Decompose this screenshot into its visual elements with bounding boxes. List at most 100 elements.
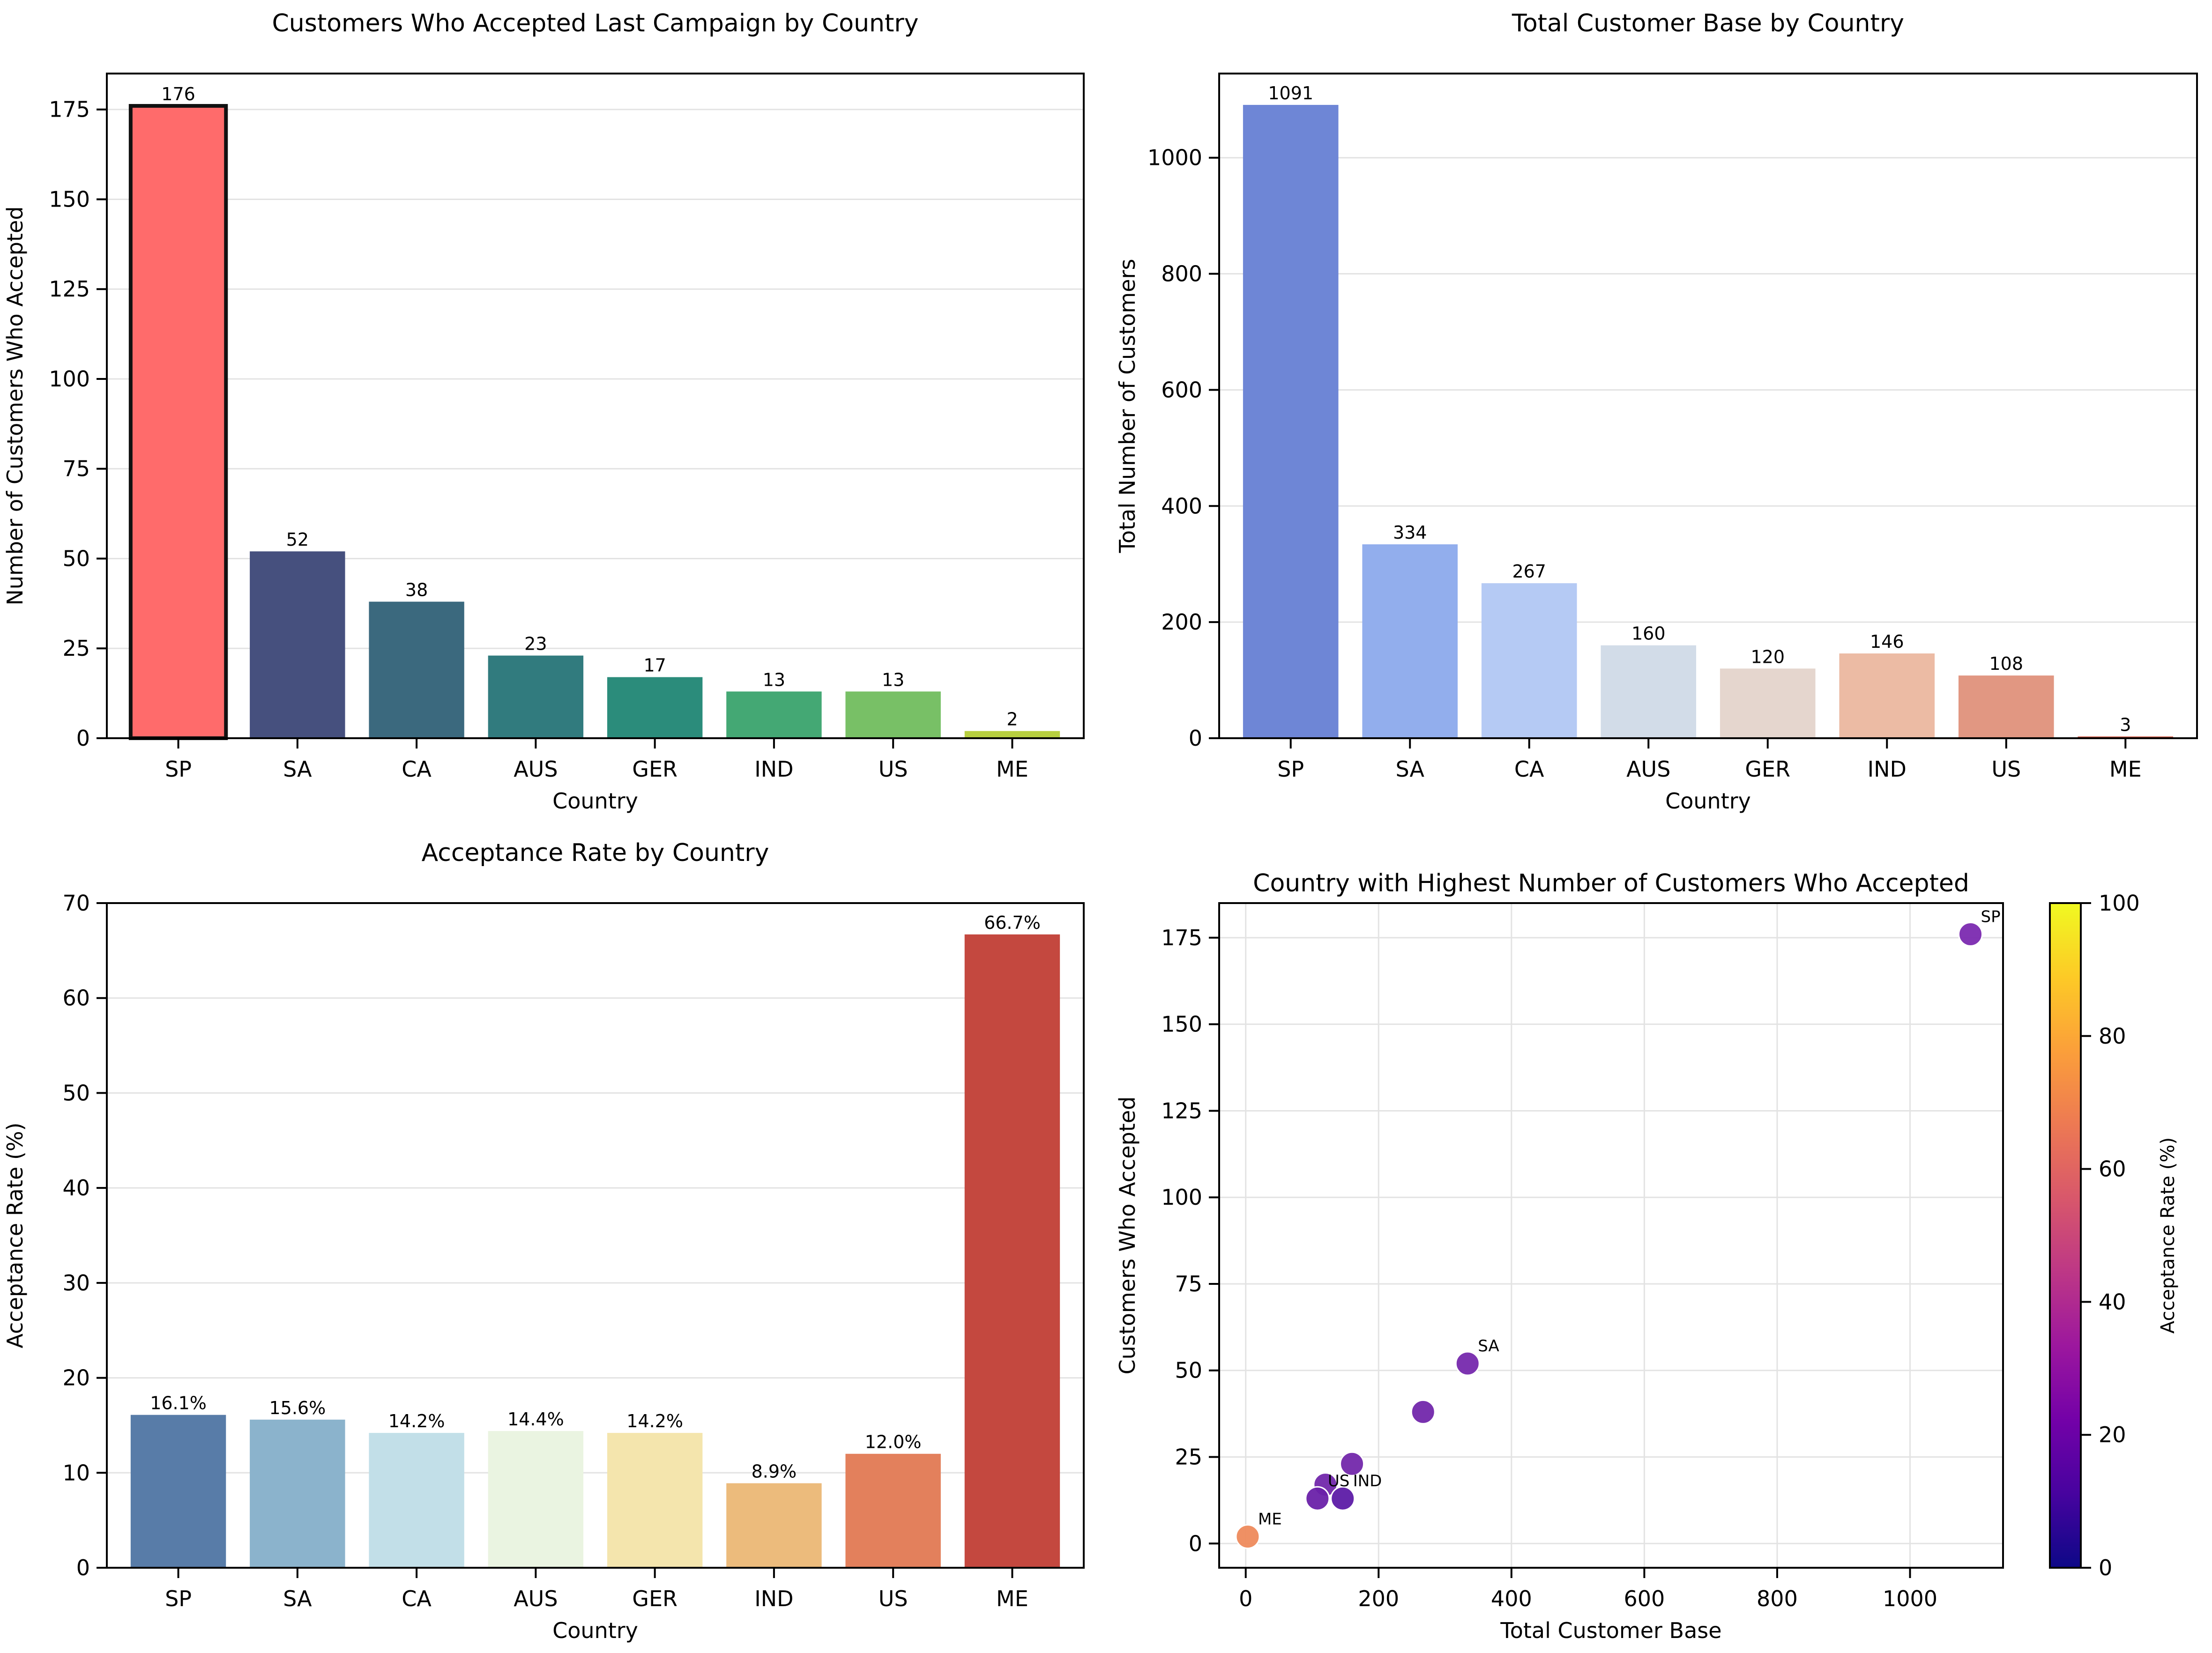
bar-value-label: 2 xyxy=(1006,709,1018,730)
x-tick-label: AUS xyxy=(514,1586,558,1611)
bar-ger xyxy=(1720,668,1816,738)
x-axis-label: Country xyxy=(552,1618,638,1643)
bar-ind xyxy=(726,691,822,738)
y-axis-label: Number of Customers Who Accepted xyxy=(2,206,28,605)
y-axis-label: Total Number of Customers xyxy=(1115,259,1140,554)
bar-value-label: 1091 xyxy=(1268,83,1313,104)
x-tick-label: GER xyxy=(1745,756,1790,782)
bar-value-label: 14.2% xyxy=(388,1411,445,1431)
y-tick-label: 50 xyxy=(62,546,90,571)
bar-ca xyxy=(1481,583,1577,738)
y-tick-label: 30 xyxy=(62,1270,90,1296)
y-tick-label: 10 xyxy=(62,1460,90,1485)
bar-sp xyxy=(130,1415,226,1568)
x-tick-label: IND xyxy=(754,1586,793,1611)
y-tick-label: 50 xyxy=(1175,1358,1202,1383)
y-tick-label: 0 xyxy=(76,1555,90,1580)
y-tick-label: 0 xyxy=(1189,1531,1202,1556)
point xyxy=(1410,1399,1436,1424)
y-tick-label: 1000 xyxy=(1147,145,1202,170)
y-tick-label: 100 xyxy=(49,366,90,392)
bar-sa xyxy=(250,1419,345,1568)
x-tick-label: ME xyxy=(996,1586,1028,1611)
y-tick-label: 75 xyxy=(1175,1271,1202,1297)
plot-frame xyxy=(106,902,1085,1569)
x-tick-label: GER xyxy=(632,1586,678,1611)
x-tick-label: SA xyxy=(283,1586,312,1611)
colorbar-tick-label: 60 xyxy=(2099,1156,2126,1182)
bar-value-label: 15.6% xyxy=(269,1398,326,1418)
bar-ind xyxy=(726,1483,822,1568)
bar-value-label: 3 xyxy=(2120,714,2131,735)
colorbar-tick-label: 100 xyxy=(2099,890,2140,916)
bar-aus xyxy=(1601,645,1697,738)
bar-value-label: 8.9% xyxy=(752,1461,797,1482)
y-tick-label: 600 xyxy=(1161,377,1202,402)
x-axis-label: Country xyxy=(552,788,638,814)
bar-ca xyxy=(369,601,464,738)
bar-value-label: 23 xyxy=(524,634,547,654)
accepted-by-country-chart: 176 SP 52 SA 38 CA 23 AUS 17 GER 13 IND 13 US 2 ME 0 25 50… xyxy=(2,9,1085,814)
bar-value-label: 16.1% xyxy=(150,1393,207,1414)
x-tick-label: SP xyxy=(165,1586,192,1611)
bar-sa xyxy=(1362,544,1458,738)
bar-ger xyxy=(607,677,703,738)
y-tick-label: 175 xyxy=(1161,925,1202,950)
y-tick-label: 40 xyxy=(62,1175,90,1201)
y-tick-label: 150 xyxy=(1161,1012,1202,1037)
point-ind xyxy=(1330,1486,1356,1511)
x-tick-label: GER xyxy=(632,756,678,782)
bar-ind xyxy=(1839,653,1935,738)
y-tick-label: 800 xyxy=(1161,261,1202,287)
x-tick-label: ME xyxy=(996,756,1028,782)
x-tick-label: 0 xyxy=(1239,1586,1252,1611)
x-tick-label: IND xyxy=(1868,756,1907,782)
bar-value-label: 13 xyxy=(882,669,904,690)
bar-value-label: 38 xyxy=(405,580,428,600)
bar-sa xyxy=(250,551,345,738)
chart-title: Country with Highest Number of Customers… xyxy=(1253,869,1969,897)
y-axis-label: Acceptance Rate (%) xyxy=(2,1122,28,1348)
bar-value-label: 176 xyxy=(161,84,195,104)
y-tick-label: 100 xyxy=(1161,1185,1202,1210)
bar-ger xyxy=(607,1433,703,1568)
x-tick-label: ME xyxy=(2109,756,2142,782)
y-tick-label: 20 xyxy=(62,1365,90,1391)
point xyxy=(1340,1451,1365,1476)
y-tick-label: 70 xyxy=(62,890,90,916)
x-tick-label: 1000 xyxy=(1883,1586,1937,1611)
x-tick-label: US xyxy=(879,1586,908,1611)
y-tick-label: 50 xyxy=(62,1080,90,1105)
y-tick-label: 150 xyxy=(49,186,90,212)
colorbar-tick-label: 20 xyxy=(2099,1422,2126,1447)
bar-me xyxy=(964,934,1060,1568)
bar-value-label: 66.7% xyxy=(984,912,1041,933)
total-customers-chart: 1091 SP 334 SA 267 CA 160 AUS 120 GER 146 IND 108 US 3… xyxy=(1115,9,2198,814)
point-sa xyxy=(1455,1351,1480,1376)
bar-us xyxy=(1958,675,2054,738)
bar-value-label: 14.2% xyxy=(626,1411,683,1431)
y-tick-label: 25 xyxy=(1175,1445,1202,1470)
x-tick-label: CA xyxy=(402,756,432,782)
y-tick-label: 175 xyxy=(49,97,90,122)
bar-value-label: 267 xyxy=(1512,561,1546,582)
x-tick-label: US xyxy=(1991,756,2021,782)
point-label: US xyxy=(1328,1472,1349,1490)
acceptance-rate-colorbar: 0 20 40 60 80 100 Acceptance Rate (%) xyxy=(2049,890,2179,1580)
point-label: IND xyxy=(1353,1472,1382,1490)
acceptance-rate-chart: 16.1% SP 15.6% SA 14.2% CA 14.4% AUS 14.2% GER 8.9… xyxy=(2,839,1085,1643)
colorbar-tick-label: 80 xyxy=(2099,1023,2126,1049)
x-tick-label: CA xyxy=(402,1586,432,1611)
x-tick-label: US xyxy=(879,756,908,782)
point-us xyxy=(1305,1486,1330,1511)
bar-value-label: 146 xyxy=(1870,631,1904,652)
point-label: SA xyxy=(1478,1337,1499,1356)
y-tick-label: 0 xyxy=(76,726,90,751)
bar-aus xyxy=(488,655,584,738)
x-tick-label: SA xyxy=(283,756,312,782)
y-tick-label: 60 xyxy=(62,986,90,1011)
y-tick-label: 125 xyxy=(1161,1098,1202,1123)
plot-frame xyxy=(1218,73,2198,739)
colorbar-label: Acceptance Rate (%) xyxy=(2157,1137,2179,1334)
